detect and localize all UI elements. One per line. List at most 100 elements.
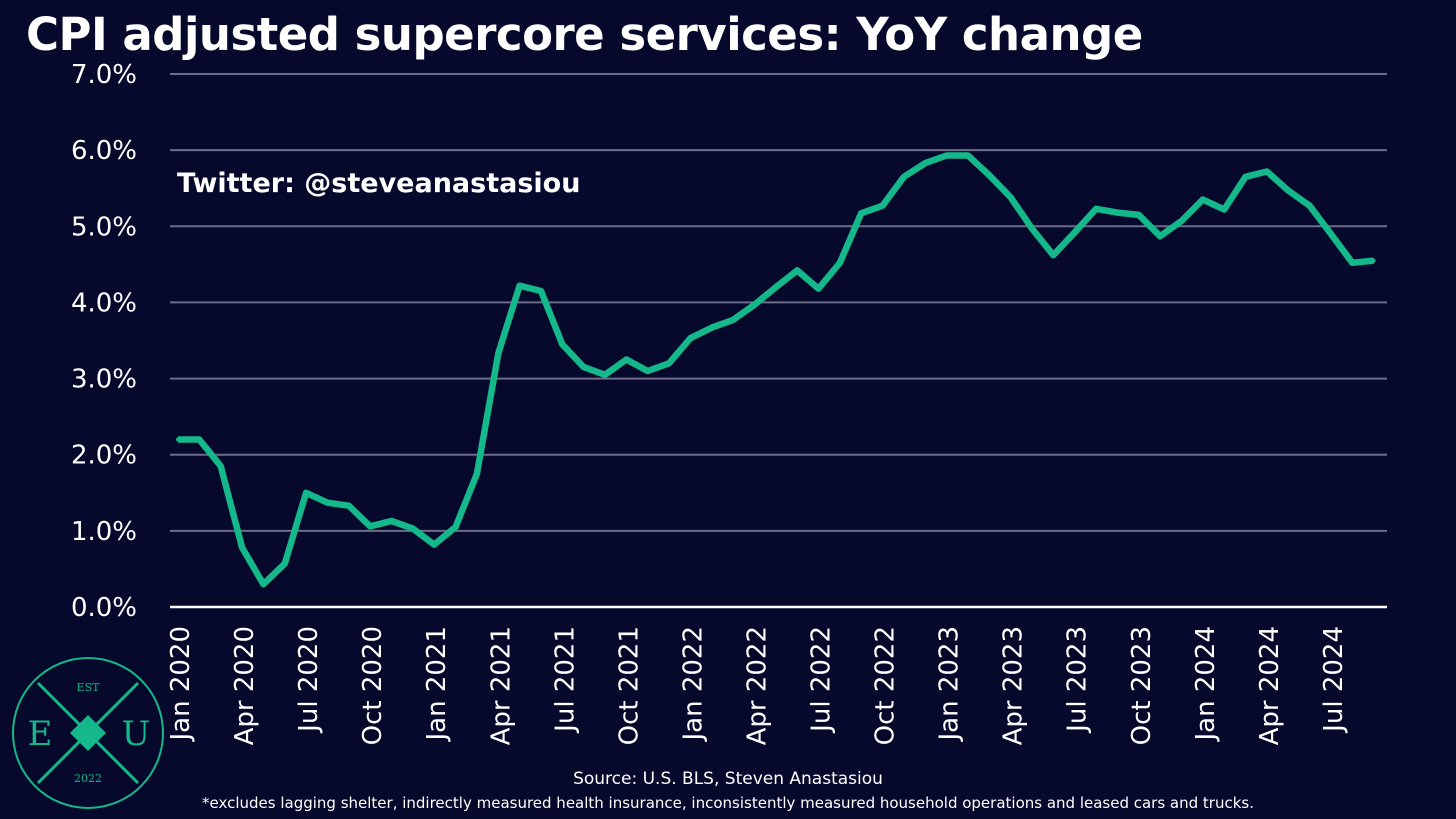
data-point — [1051, 253, 1056, 258]
data-point — [1200, 197, 1205, 202]
y-tick-label: 0.0% — [71, 593, 137, 623]
data-point — [816, 286, 821, 291]
x-tick-label: Jan 2023 — [935, 626, 965, 743]
data-point — [410, 526, 415, 531]
data-point — [1371, 258, 1376, 263]
source-note: Source: U.S. BLS, Steven Anastasiou — [573, 769, 883, 789]
data-point — [1179, 219, 1184, 223]
x-tick-label: Oct 2021 — [614, 626, 644, 745]
data-point — [197, 437, 202, 442]
data-point — [859, 211, 864, 216]
x-axis-ticks: Jan 2020 Apr 2020 Jul 2020 Oct 2020 Jan 2021… — [166, 626, 1349, 745]
x-tick-label: Jan 2024 — [1191, 626, 1221, 743]
data-point — [880, 203, 885, 208]
data-point — [987, 173, 992, 178]
x-tick-label: Jul 2020 — [294, 626, 324, 734]
data-point — [709, 325, 714, 330]
x-tick-label: Jul 2023 — [1063, 626, 1093, 734]
logo-center-mark — [70, 715, 106, 751]
data-point — [731, 317, 736, 322]
logo-right-letter: U — [122, 714, 151, 754]
x-tick-label: Apr 2023 — [999, 626, 1029, 745]
logo-top-text: EST — [77, 681, 101, 694]
data-point — [603, 372, 607, 377]
data-point — [389, 519, 394, 523]
data-point — [325, 500, 330, 505]
y-tick-label: 7.0% — [71, 60, 137, 90]
series-layer — [176, 152, 1376, 588]
footnote: *excludes lagging shelter, indirectly me… — [202, 794, 1254, 812]
x-tick-label: Oct 2020 — [358, 626, 388, 745]
y-tick-label: 4.0% — [71, 288, 137, 318]
y-axis-ticks: 0.0% 1.0% 2.0% 3.0% 4.0% 5.0% 6.0% 7.0% — [71, 60, 137, 623]
logo-bottom-text: 2022 — [74, 772, 102, 785]
data-point — [752, 302, 757, 307]
data-point — [645, 369, 650, 373]
x-tick-label: Apr 2020 — [230, 626, 260, 745]
data-point — [539, 289, 543, 293]
data-point — [304, 490, 309, 495]
data-point — [240, 545, 245, 550]
data-point — [773, 285, 778, 290]
x-tick-label: Apr 2024 — [1255, 626, 1285, 745]
data-point — [1307, 203, 1312, 208]
gridlines — [170, 73, 1387, 609]
data-point — [1264, 169, 1269, 174]
data-point — [1158, 234, 1163, 239]
data-point — [1243, 174, 1248, 179]
data-point — [624, 357, 629, 362]
data-point — [837, 260, 842, 265]
data-point — [218, 464, 223, 469]
logo-left-letter: E — [28, 714, 53, 754]
data-point — [795, 268, 800, 273]
data-point — [688, 336, 693, 341]
x-tick-label: Oct 2022 — [871, 626, 901, 745]
data-point — [966, 153, 970, 158]
x-tick-label: Jul 2022 — [807, 626, 837, 734]
data-point — [923, 161, 928, 166]
y-tick-label: 3.0% — [71, 365, 137, 395]
data-point — [453, 525, 458, 529]
data-point — [1030, 226, 1034, 231]
data-point — [368, 524, 373, 529]
data-point — [944, 153, 949, 158]
exu-logo: EST E U 2022 — [12, 657, 164, 809]
x-tick-label: Jul 2021 — [550, 626, 580, 734]
data-point — [282, 561, 287, 566]
y-tick-label: 2.0% — [71, 441, 137, 471]
data-point — [1072, 230, 1077, 235]
x-tick-label: Jan 2022 — [678, 626, 708, 743]
x-tick-label: Jan 2020 — [166, 626, 196, 743]
data-point — [432, 542, 437, 547]
data-point — [1136, 212, 1141, 217]
data-point — [1286, 188, 1291, 193]
data-point — [346, 503, 351, 508]
data-point — [1350, 260, 1355, 265]
series-line — [178, 152, 1374, 588]
x-tick-label: Jan 2021 — [422, 626, 452, 743]
x-tick-label: Oct 2023 — [1127, 626, 1157, 745]
data-point — [261, 582, 266, 587]
data-point — [1222, 207, 1227, 212]
data-point — [474, 471, 479, 476]
y-tick-label: 1.0% — [71, 517, 137, 547]
y-tick-label: 5.0% — [71, 212, 137, 242]
x-tick-label: Apr 2021 — [486, 626, 516, 745]
x-tick-label: Jul 2024 — [1319, 626, 1349, 734]
logo-ring — [12, 657, 164, 809]
chart-title: CPI adjusted supercore services: YoY cha… — [26, 8, 1143, 61]
data-point — [1115, 210, 1120, 215]
data-point — [176, 437, 180, 442]
data-point — [496, 351, 501, 356]
data-point — [1328, 231, 1333, 236]
data-point — [1008, 195, 1013, 200]
data-point — [1094, 206, 1099, 211]
data-point — [517, 283, 522, 288]
data-point — [901, 174, 906, 179]
x-tick-label: Apr 2022 — [742, 626, 772, 745]
data-point — [667, 361, 671, 366]
y-tick-label: 6.0% — [71, 136, 137, 166]
data-point — [581, 365, 586, 370]
